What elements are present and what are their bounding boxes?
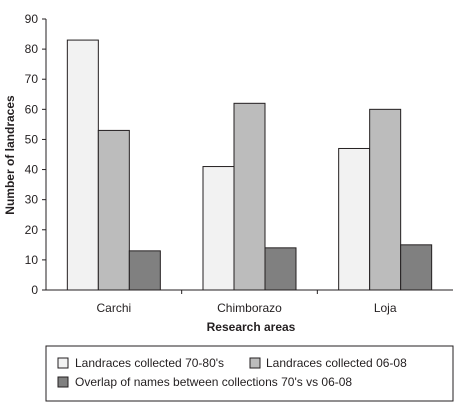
bar-chimborazo-series-1	[202, 166, 235, 291]
bars	[66, 39, 433, 291]
x-axis-title: Research areas	[207, 320, 296, 334]
y-tick-label: 0	[31, 283, 38, 297]
x-tick-label: Chimborazo	[217, 301, 282, 315]
legend-label-series-3: Overlap of names between collections 70'…	[75, 375, 352, 389]
legend: Landraces collected 70-80's Landraces co…	[45, 345, 454, 402]
bar-carchi-series-3	[128, 250, 161, 291]
y-axis-ticks: 0 10 20 30 40 50 60 70 80 90	[25, 12, 46, 297]
legend-swatch-series-1	[57, 357, 69, 369]
y-axis-title: Number of landraces	[3, 95, 17, 215]
bar-loja-series-3	[400, 244, 433, 291]
legend-swatch-series-3	[57, 376, 69, 388]
bar-carchi-series-2	[97, 129, 130, 291]
legend-border	[45, 345, 454, 402]
bar-loja-series-1	[338, 147, 371, 291]
bar-chimborazo-series-2	[233, 102, 266, 291]
y-tick-label: 90	[25, 12, 39, 26]
x-axis-tick-labels: Carchi Chimborazo Loja	[96, 290, 397, 315]
x-tick-label: Loja	[374, 301, 397, 315]
legend-label-series-2: Landraces collected 06-08	[266, 356, 407, 370]
bar-chimborazo-series-3	[264, 247, 297, 291]
y-tick-label: 30	[25, 193, 39, 207]
y-tick-label: 20	[25, 223, 39, 237]
y-tick-label: 40	[25, 163, 39, 177]
y-tick-label: 10	[25, 253, 39, 267]
y-tick-label: 50	[25, 132, 39, 146]
y-tick-label: 80	[25, 42, 39, 56]
y-tick-label: 60	[25, 102, 39, 116]
bar-carchi-series-1	[66, 39, 99, 291]
y-tick-label: 70	[25, 72, 39, 86]
x-tick-label: Carchi	[96, 301, 131, 315]
legend-label-series-1: Landraces collected 70-80's	[75, 356, 224, 370]
bar-loja-series-2	[369, 108, 402, 291]
legend-swatch-series-2	[249, 357, 261, 369]
